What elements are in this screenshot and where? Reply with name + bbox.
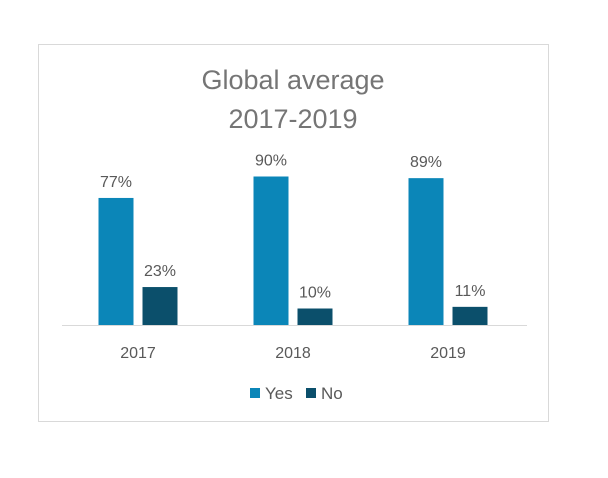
data-label-no-2017: 23% [144,263,176,280]
x-tick-label-2018: 2018 [275,345,311,362]
x-tick-label-2019: 2019 [430,345,466,362]
x-tick-label-2017: 2017 [120,345,156,362]
plot-area: 77% 23% 2017 90% 10% 2018 89% 11% 2019 [62,153,527,362]
data-label-no-2019: 11% [455,283,486,300]
legend-label-no: No [321,384,343,403]
bar-yes-2017 [98,197,134,325]
data-label-yes-2019: 89% [410,154,442,171]
bar-no-2018 [297,308,333,325]
bar-no-2017 [142,287,178,325]
legend-label-yes: Yes [265,384,293,403]
bar-no-2019 [452,306,488,325]
chart-title-line-1: Global average [201,65,384,95]
chart-title-line-2: 2017-2019 [228,104,357,134]
data-label-yes-2018: 90% [255,153,287,170]
legend: Yes No [250,384,343,403]
bar-yes-2019 [408,178,444,325]
data-label-no-2018: 10% [299,285,331,302]
legend-swatch-yes [250,388,260,398]
data-label-yes-2017: 77% [100,174,132,191]
bar-yes-2018 [253,176,289,325]
legend-swatch-no [306,388,316,398]
